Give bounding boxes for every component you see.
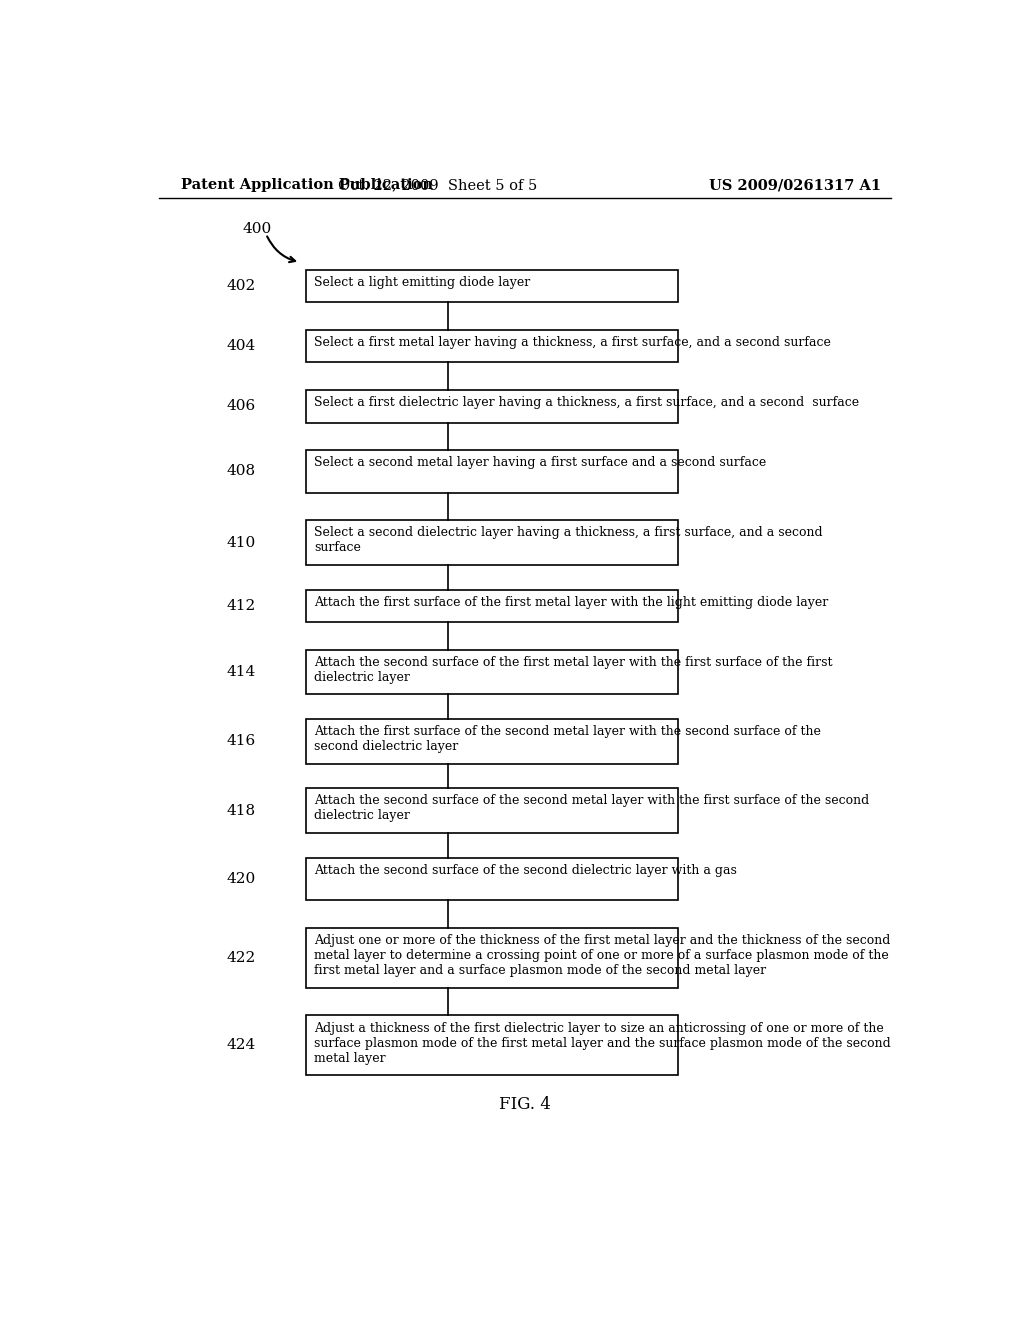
Text: Select a second dielectric layer having a thickness, a first surface, and a seco: Select a second dielectric layer having … bbox=[314, 527, 822, 554]
FancyBboxPatch shape bbox=[306, 858, 678, 900]
Text: 422: 422 bbox=[226, 950, 256, 965]
Text: 410: 410 bbox=[226, 536, 256, 549]
Text: 420: 420 bbox=[226, 871, 256, 886]
Text: 416: 416 bbox=[226, 734, 256, 748]
Text: 406: 406 bbox=[226, 400, 256, 413]
Text: 402: 402 bbox=[226, 280, 256, 293]
Text: Select a second metal layer having a first surface and a second surface: Select a second metal layer having a fir… bbox=[314, 457, 766, 470]
FancyBboxPatch shape bbox=[306, 271, 678, 302]
Text: Attach the second surface of the first metal layer with the first surface of the: Attach the second surface of the first m… bbox=[314, 656, 833, 684]
Text: Adjust a thickness of the first dielectric layer to size an anticrossing of one : Adjust a thickness of the first dielectr… bbox=[314, 1022, 891, 1064]
FancyBboxPatch shape bbox=[306, 391, 678, 422]
Text: 408: 408 bbox=[226, 465, 256, 478]
Text: 404: 404 bbox=[226, 339, 256, 354]
Text: Select a first dielectric layer having a thickness, a first surface, and a secon: Select a first dielectric layer having a… bbox=[314, 396, 859, 409]
Text: 418: 418 bbox=[226, 804, 256, 817]
Text: US 2009/0261317 A1: US 2009/0261317 A1 bbox=[710, 178, 882, 193]
Text: FIG. 4: FIG. 4 bbox=[499, 1096, 551, 1113]
FancyBboxPatch shape bbox=[306, 1015, 678, 1076]
Text: Oct. 22, 2009  Sheet 5 of 5: Oct. 22, 2009 Sheet 5 of 5 bbox=[338, 178, 538, 193]
Text: Patent Application Publication: Patent Application Publication bbox=[180, 178, 433, 193]
Text: Attach the second surface of the second dielectric layer with a gas: Attach the second surface of the second … bbox=[314, 863, 737, 876]
Text: Select a first metal layer having a thickness, a first surface, and a second sur: Select a first metal layer having a thic… bbox=[314, 337, 830, 350]
FancyBboxPatch shape bbox=[306, 590, 678, 622]
Text: 400: 400 bbox=[243, 222, 272, 236]
FancyBboxPatch shape bbox=[306, 788, 678, 833]
FancyBboxPatch shape bbox=[306, 330, 678, 363]
Text: Attach the first surface of the second metal layer with the second surface of th: Attach the first surface of the second m… bbox=[314, 725, 821, 754]
Text: Adjust one or more of the thickness of the first metal layer and the thickness o: Adjust one or more of the thickness of t… bbox=[314, 933, 891, 977]
FancyBboxPatch shape bbox=[306, 450, 678, 492]
Text: Select a light emitting diode layer: Select a light emitting diode layer bbox=[314, 276, 530, 289]
FancyBboxPatch shape bbox=[306, 928, 678, 987]
FancyBboxPatch shape bbox=[306, 520, 678, 565]
Text: Attach the second surface of the second metal layer with the first surface of th: Attach the second surface of the second … bbox=[314, 795, 869, 822]
Text: 412: 412 bbox=[226, 599, 256, 612]
FancyBboxPatch shape bbox=[306, 719, 678, 763]
Text: 424: 424 bbox=[226, 1039, 256, 1052]
Text: Attach the first surface of the first metal layer with the light emitting diode : Attach the first surface of the first me… bbox=[314, 595, 828, 609]
Text: 414: 414 bbox=[226, 665, 256, 678]
FancyBboxPatch shape bbox=[306, 649, 678, 694]
